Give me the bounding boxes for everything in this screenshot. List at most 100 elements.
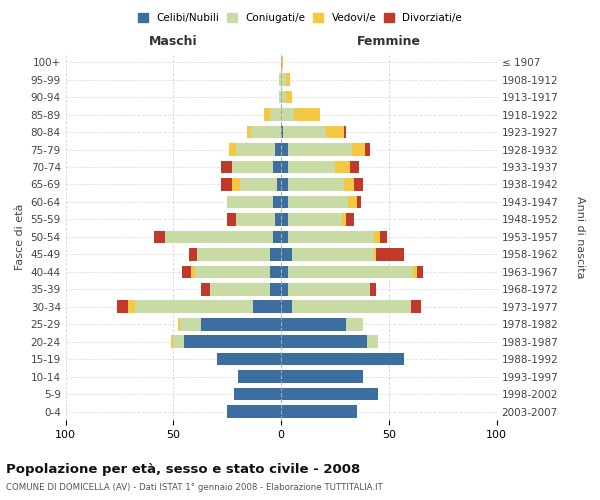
Bar xyxy=(281,213,287,226)
Bar xyxy=(272,230,281,243)
Bar xyxy=(281,370,363,383)
Bar xyxy=(348,196,356,208)
Bar xyxy=(287,213,341,226)
Bar xyxy=(286,91,292,104)
Bar xyxy=(281,126,283,138)
Bar xyxy=(326,126,344,138)
Bar xyxy=(272,196,281,208)
Bar xyxy=(355,178,363,191)
Bar xyxy=(281,336,367,348)
Bar xyxy=(374,230,380,243)
Bar xyxy=(178,318,180,330)
Bar xyxy=(356,196,361,208)
Bar xyxy=(165,230,272,243)
Bar xyxy=(210,283,271,296)
Bar xyxy=(410,300,421,313)
Bar xyxy=(281,266,287,278)
Bar xyxy=(182,266,191,278)
Bar xyxy=(281,283,287,296)
Bar xyxy=(232,160,272,173)
Bar xyxy=(350,160,359,173)
Bar xyxy=(118,300,128,313)
Bar xyxy=(253,300,281,313)
Bar xyxy=(197,248,271,260)
Bar xyxy=(271,248,281,260)
Bar xyxy=(292,300,410,313)
Bar xyxy=(417,266,424,278)
Bar xyxy=(374,248,376,260)
Bar xyxy=(279,91,281,104)
Bar xyxy=(344,126,346,138)
Bar xyxy=(271,108,281,121)
Bar xyxy=(283,126,326,138)
Bar xyxy=(287,283,370,296)
Bar xyxy=(286,74,290,86)
Bar xyxy=(281,406,356,418)
Bar xyxy=(365,144,370,156)
Bar xyxy=(202,283,210,296)
Bar xyxy=(128,300,134,313)
Bar xyxy=(346,213,355,226)
Bar xyxy=(281,56,283,68)
Bar xyxy=(370,283,376,296)
Y-axis label: Fasce di età: Fasce di età xyxy=(15,204,25,270)
Bar xyxy=(275,144,281,156)
Bar xyxy=(279,74,281,86)
Bar xyxy=(281,178,287,191)
Bar xyxy=(281,144,287,156)
Bar xyxy=(227,213,236,226)
Bar xyxy=(281,353,404,366)
Bar xyxy=(154,230,165,243)
Bar xyxy=(180,318,202,330)
Bar xyxy=(335,160,350,173)
Legend: Celibi/Nubili, Coniugati/e, Vedovi/e, Divorziati/e: Celibi/Nubili, Coniugati/e, Vedovi/e, Di… xyxy=(135,10,465,26)
Bar xyxy=(188,248,197,260)
Bar xyxy=(281,196,287,208)
Bar xyxy=(227,196,272,208)
Text: Maschi: Maschi xyxy=(149,36,198,49)
Bar xyxy=(367,336,378,348)
Bar xyxy=(292,248,374,260)
Bar xyxy=(287,230,374,243)
Bar xyxy=(202,318,281,330)
Bar xyxy=(294,108,320,121)
Bar xyxy=(281,300,292,313)
Bar xyxy=(134,300,253,313)
Bar xyxy=(236,144,275,156)
Bar xyxy=(287,266,413,278)
Bar xyxy=(271,266,281,278)
Bar xyxy=(281,74,286,86)
Bar xyxy=(217,353,281,366)
Bar xyxy=(191,266,195,278)
Bar xyxy=(281,248,292,260)
Bar xyxy=(380,230,387,243)
Bar xyxy=(221,178,232,191)
Bar xyxy=(277,178,281,191)
Bar xyxy=(171,336,173,348)
Bar xyxy=(281,91,286,104)
Bar xyxy=(281,230,287,243)
Bar xyxy=(281,108,294,121)
Bar xyxy=(221,160,232,173)
Bar xyxy=(195,266,271,278)
Bar xyxy=(287,196,348,208)
Bar xyxy=(352,144,365,156)
Bar xyxy=(227,406,281,418)
Bar xyxy=(247,126,251,138)
Bar xyxy=(413,266,417,278)
Bar xyxy=(287,144,352,156)
Y-axis label: Anni di nascita: Anni di nascita xyxy=(575,196,585,278)
Bar xyxy=(275,213,281,226)
Bar xyxy=(281,388,378,400)
Bar xyxy=(376,248,404,260)
Bar xyxy=(232,178,240,191)
Bar xyxy=(281,160,287,173)
Bar xyxy=(251,126,281,138)
Text: Popolazione per età, sesso e stato civile - 2008: Popolazione per età, sesso e stato civil… xyxy=(6,462,360,475)
Bar xyxy=(272,160,281,173)
Bar xyxy=(236,213,275,226)
Bar xyxy=(184,336,281,348)
Bar xyxy=(344,178,355,191)
Bar xyxy=(229,144,236,156)
Text: COMUNE DI DOMICELLA (AV) - Dati ISTAT 1° gennaio 2008 - Elaborazione TUTTITALIA.: COMUNE DI DOMICELLA (AV) - Dati ISTAT 1°… xyxy=(6,482,383,492)
